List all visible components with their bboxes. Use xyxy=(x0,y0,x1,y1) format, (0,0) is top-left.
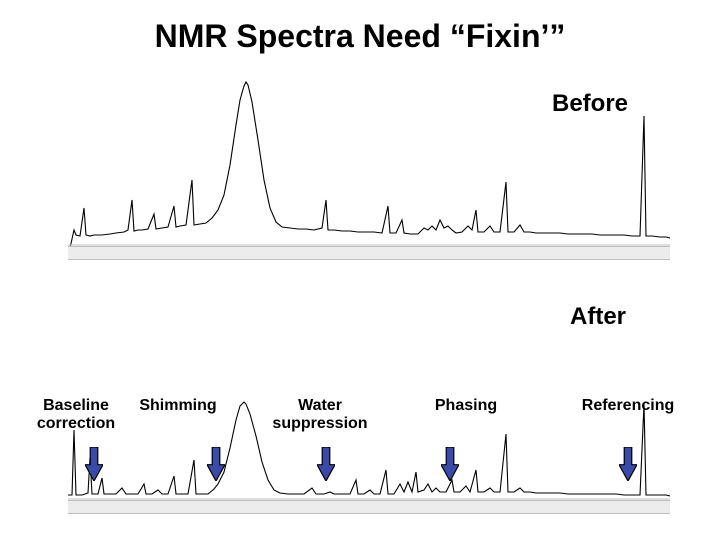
annotation-referencing-line-0: Referencing xyxy=(582,397,674,414)
axis-band-after xyxy=(68,500,670,514)
annotation-shimming: Shimming xyxy=(108,397,248,415)
annotation-baseline-line-1: correction xyxy=(37,415,115,432)
annotation-water-line-0: Water xyxy=(298,397,342,414)
annotation-referencing: Referencing xyxy=(558,397,698,415)
annotation-water-line-1: suppression xyxy=(272,415,367,432)
down-arrow-icon xyxy=(207,447,225,481)
spectrum-before xyxy=(68,80,670,266)
annotation-phasing-line-0: Phasing xyxy=(435,397,497,414)
annotation-baseline-line-0: Baseline xyxy=(43,397,109,414)
spectrum-trace xyxy=(68,82,670,250)
down-arrow-icon xyxy=(317,447,335,481)
page-title: NMR Spectra Need “Fixin’” xyxy=(0,0,720,55)
down-arrow-icon xyxy=(441,447,459,481)
down-arrow-icon xyxy=(619,447,637,481)
annotation-phasing: Phasing xyxy=(396,397,536,415)
down-arrow-icon xyxy=(85,447,103,481)
annotation-shimming-line-0: Shimming xyxy=(139,397,216,414)
annotation-water: Watersuppression xyxy=(250,397,390,434)
axis-band-before xyxy=(68,246,670,260)
after-label: After xyxy=(570,303,626,331)
